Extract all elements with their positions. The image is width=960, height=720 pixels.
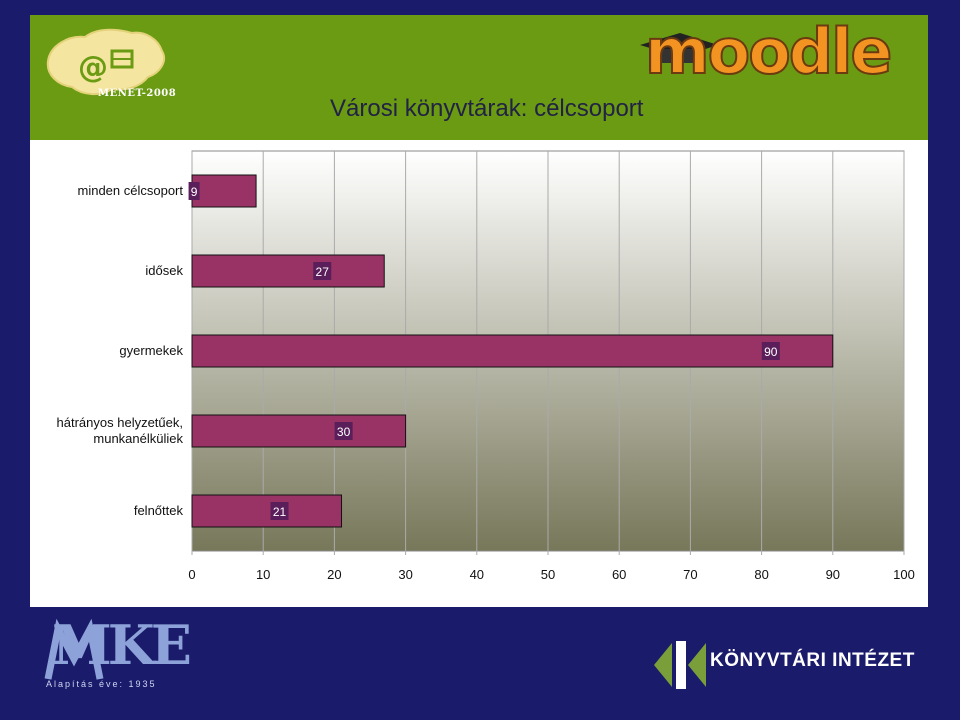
category-label: munkanélküliek xyxy=(93,431,183,446)
hungary-map-at-email-icon: @ xyxy=(46,28,166,95)
data-label-background xyxy=(313,262,332,280)
slide-title: Városi könyvtárak: célcsoport xyxy=(330,95,644,122)
data-label: 21 xyxy=(273,505,287,519)
bar xyxy=(191,414,407,448)
graduation-cap-icon xyxy=(640,33,718,71)
category-label: hátrányos helyzetűek, xyxy=(57,415,183,430)
x-tick-label: 80 xyxy=(754,567,768,582)
menet-logo-label: MENET-2008 xyxy=(98,88,177,99)
x-tick-labels: 0 10 20 30 40 50 60 70 80 90 100 xyxy=(188,567,914,582)
ki-logo-icon xyxy=(654,641,706,689)
bars: 9 27 90 30 21 xyxy=(188,174,834,528)
mke-founded-text: Alapítás éve: 1935 xyxy=(46,679,157,689)
mke-logo-icon xyxy=(44,619,104,680)
data-label-background xyxy=(761,342,780,360)
data-label-background xyxy=(188,182,200,200)
x-tick-label: 10 xyxy=(256,567,270,582)
bar xyxy=(191,174,257,208)
category-label: idősek xyxy=(145,263,183,278)
x-tick-label: 20 xyxy=(327,567,341,582)
category-labels: minden célcsoport idősek gyermekek hátrányo… xyxy=(57,183,184,518)
moodle-logo-text: moodle xyxy=(644,14,893,89)
x-tick-label: 100 xyxy=(893,567,915,582)
category-label: gyermekek xyxy=(119,343,183,358)
data-label: 30 xyxy=(337,425,351,439)
category-label: felnőttek xyxy=(134,503,184,518)
x-tick-label: 90 xyxy=(826,567,840,582)
x-tick-label: 50 xyxy=(541,567,555,582)
x-tick-label: 40 xyxy=(470,567,484,582)
data-label-background xyxy=(270,502,289,520)
x-tick-label: 30 xyxy=(398,567,412,582)
x-tick-label: 70 xyxy=(683,567,697,582)
bar xyxy=(191,334,834,368)
konyvtari-intezet-logo-text: KÖNYVTÁRI INTÉZET xyxy=(710,650,915,671)
mke-logo-text: MKE xyxy=(52,613,192,677)
svg-text:@: @ xyxy=(78,50,108,85)
x-tick-label: 60 xyxy=(612,567,626,582)
bar xyxy=(191,254,385,288)
data-label: 27 xyxy=(316,265,330,279)
data-label-background xyxy=(334,422,353,440)
slide-header xyxy=(30,15,928,140)
data-label: 90 xyxy=(764,345,778,359)
data-label: 9 xyxy=(191,185,198,199)
x-tick-label: 0 xyxy=(188,567,195,582)
category-label: minden célcsoport xyxy=(78,183,184,198)
slide-footer xyxy=(30,607,928,705)
bar xyxy=(191,494,343,528)
